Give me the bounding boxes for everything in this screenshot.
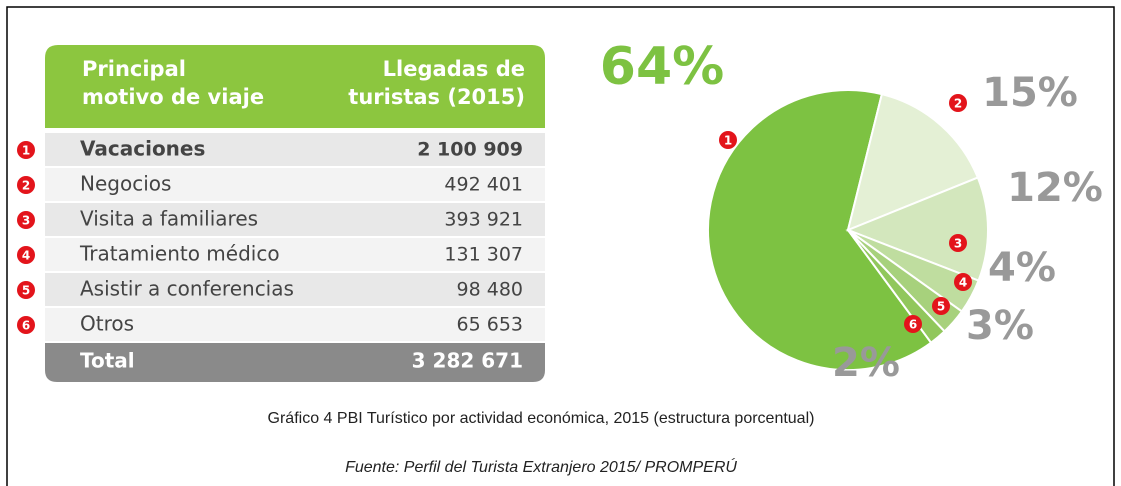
badge: [954, 273, 972, 291]
row-value: 98 480: [457, 279, 523, 301]
badge: [719, 131, 737, 149]
pie-value-label: 4%: [988, 245, 1056, 291]
row-label: Negocios: [80, 172, 171, 196]
badge: [17, 176, 35, 194]
badge-number: 1: [724, 134, 732, 148]
pie-value-label: 64%: [600, 37, 724, 97]
row-label: Vacaciones: [80, 137, 205, 161]
badge: [17, 281, 35, 299]
frame: [6, 6, 1115, 486]
pie-slice: [847, 229, 946, 345]
badge: [17, 141, 35, 159]
badge: [904, 315, 922, 333]
badge-number: 5: [937, 300, 945, 314]
badge-number: 4: [959, 276, 967, 290]
row-label: Asistir a conferencias: [80, 277, 294, 301]
row-label: Visita a familiares: [80, 207, 258, 231]
table-total-bg: [45, 343, 545, 382]
table-row-bg: [45, 308, 545, 341]
table-row-bg: [45, 168, 545, 201]
header-text: turistas (2015): [348, 85, 525, 109]
row-value: 65 653: [457, 314, 523, 336]
header-text: motivo de viaje: [82, 85, 264, 109]
pie-slice: [707, 89, 933, 371]
pie-slice: [845, 176, 989, 282]
badge-number: 2: [22, 179, 30, 193]
badge-number: 3: [22, 214, 30, 228]
table-row-bg: [45, 273, 545, 306]
row-value: 492 401: [444, 174, 523, 196]
caption: Gráfico 4 PBI Turístico por actividad ec…: [268, 410, 815, 427]
row-value: 393 921: [444, 209, 523, 231]
badge: [932, 297, 950, 315]
total-label: Total: [80, 349, 135, 373]
table-header-bg: [45, 45, 545, 128]
row-label: Tratamiento médico: [79, 242, 280, 266]
badge-number: 4: [22, 249, 30, 263]
badge-number: 1: [22, 144, 30, 158]
pie-value-label: 2%: [832, 340, 900, 386]
row-value: 2 100 909: [417, 139, 523, 161]
badge-number: 6: [22, 319, 30, 333]
badge: [17, 316, 35, 334]
badge-number: 2: [954, 97, 962, 111]
header-text: Llegadas de: [383, 57, 525, 81]
table-row-bg: [45, 133, 545, 166]
pie-slice: [846, 92, 980, 232]
row-value: 131 307: [444, 244, 523, 266]
table-row-bg: [45, 203, 545, 236]
pie-value-label: 3%: [966, 303, 1034, 349]
pie-value-label: 15%: [982, 70, 1078, 116]
badge-number: 3: [954, 237, 962, 251]
badge: [17, 246, 35, 264]
total-value: 3 282 671: [412, 349, 523, 373]
badge: [949, 94, 967, 112]
badge-number: 6: [909, 318, 917, 332]
badge: [949, 234, 967, 252]
row-label: Otros: [80, 312, 134, 336]
badge-number: 5: [22, 284, 30, 298]
table-row-bg: [45, 238, 545, 271]
source: Fuente: Perfil del Turista Extranjero 20…: [345, 457, 737, 476]
header-text: Principal: [82, 57, 186, 81]
pie-value-label: 12%: [1007, 165, 1103, 211]
badge: [17, 211, 35, 229]
